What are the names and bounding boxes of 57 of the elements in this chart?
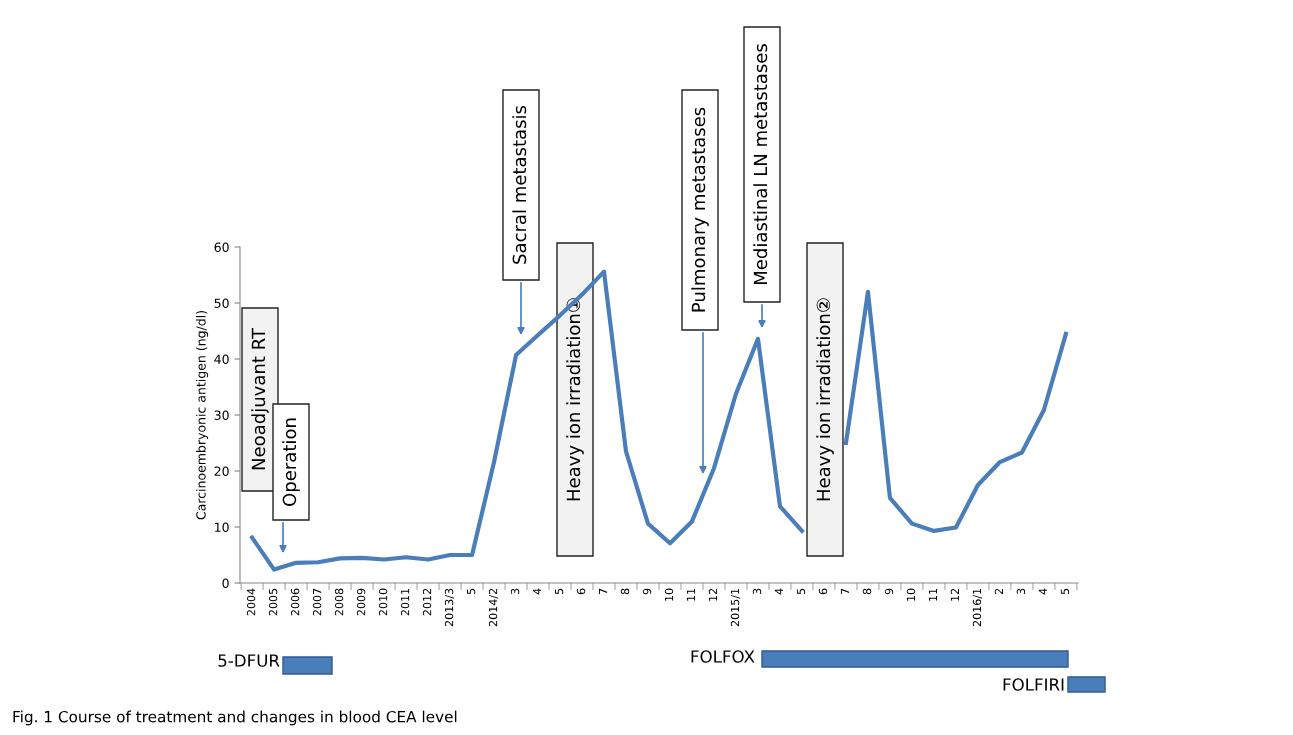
y-axis-title: Carcinoembryonic antigen (ng/dl) bbox=[196, 311, 209, 520]
x-tick-label: 2011 bbox=[400, 588, 410, 616]
y-tick-label: 40 bbox=[214, 354, 229, 364]
x-tick-label: 10 bbox=[906, 588, 916, 601]
y-tick-label: 20 bbox=[214, 466, 229, 476]
y-tick-label: 60 bbox=[214, 242, 229, 252]
x-tick-label: 2006 bbox=[290, 588, 300, 616]
x-tick-label: 5 bbox=[554, 588, 564, 595]
x-tick-label: 2014/2 bbox=[488, 588, 499, 627]
y-tick-label: 10 bbox=[215, 522, 229, 532]
x-tick-label: 2010 bbox=[378, 588, 388, 616]
x-tick-label: 7 bbox=[598, 588, 608, 595]
x-tick-label: 2007 bbox=[312, 588, 322, 616]
x-tick-label: 3 bbox=[510, 588, 520, 595]
x-tick-label: 3 bbox=[1016, 588, 1026, 595]
x-tick-label: 2 bbox=[994, 588, 1003, 595]
x-tick-label: 12 bbox=[950, 588, 959, 601]
x-tick-label: 8 bbox=[862, 588, 872, 595]
x-tick-label: 4 bbox=[1038, 588, 1047, 595]
x-tick-label: 4 bbox=[532, 588, 542, 595]
x-tick-label: 5 bbox=[1060, 588, 1070, 595]
x-tick-label: 2004 bbox=[246, 588, 256, 616]
annotation: Pulmonary metastases bbox=[691, 107, 709, 312]
x-tick-label: 2005 bbox=[268, 588, 278, 616]
annotation: Heavy ion irradiation① bbox=[566, 298, 584, 501]
annotation: Sacral metastasis bbox=[512, 105, 527, 264]
annotation: Heavy ion irradiation② bbox=[816, 298, 834, 501]
text: FOLFOX bbox=[691, 650, 755, 663]
x-tick-label: 2015/1 bbox=[730, 588, 741, 627]
x-tick-label: 4 bbox=[774, 588, 784, 595]
x-tick-label: 9 bbox=[884, 588, 894, 595]
y-tick-label: 50 bbox=[214, 298, 229, 308]
x-tick-label: 6 bbox=[818, 588, 828, 595]
x-tick-label: 3 bbox=[752, 588, 762, 595]
x-tick-label: 5 bbox=[467, 588, 476, 595]
x-tick-label: 7 bbox=[840, 588, 850, 595]
x-tick-label: 10 bbox=[664, 588, 674, 601]
annotation: Operation bbox=[282, 418, 300, 506]
annotation: Neoadjuvant RT bbox=[251, 327, 269, 470]
x-tick-label: 2008 bbox=[334, 588, 344, 616]
y-tick-label: 0 bbox=[222, 578, 229, 588]
x-tick-label: 2012 bbox=[422, 588, 432, 616]
x-tick-label: 11 bbox=[928, 588, 937, 601]
x-tick-label: 5 bbox=[796, 588, 806, 595]
text: 5-DFUR bbox=[218, 654, 280, 667]
caption: Fig. 1 Course of treatment and changes in blood CEA level bbox=[13, 710, 457, 726]
x-tick-label: 2013/3 bbox=[444, 588, 455, 627]
x-tick-label: 11 bbox=[686, 588, 696, 601]
x-tick-label: 12 bbox=[708, 588, 718, 601]
x-tick-label: 2016/1 bbox=[972, 588, 983, 627]
x-tick-label: 2009 bbox=[356, 588, 366, 616]
x-tick-label: 8 bbox=[620, 588, 630, 595]
text: FOLFIRI bbox=[1003, 678, 1064, 691]
x-tick-label: 6 bbox=[576, 588, 586, 595]
y-tick-label: 30 bbox=[214, 410, 229, 420]
annotation: Mediastinal LN metastases bbox=[753, 44, 768, 285]
x-tick-label: 9 bbox=[642, 588, 652, 595]
